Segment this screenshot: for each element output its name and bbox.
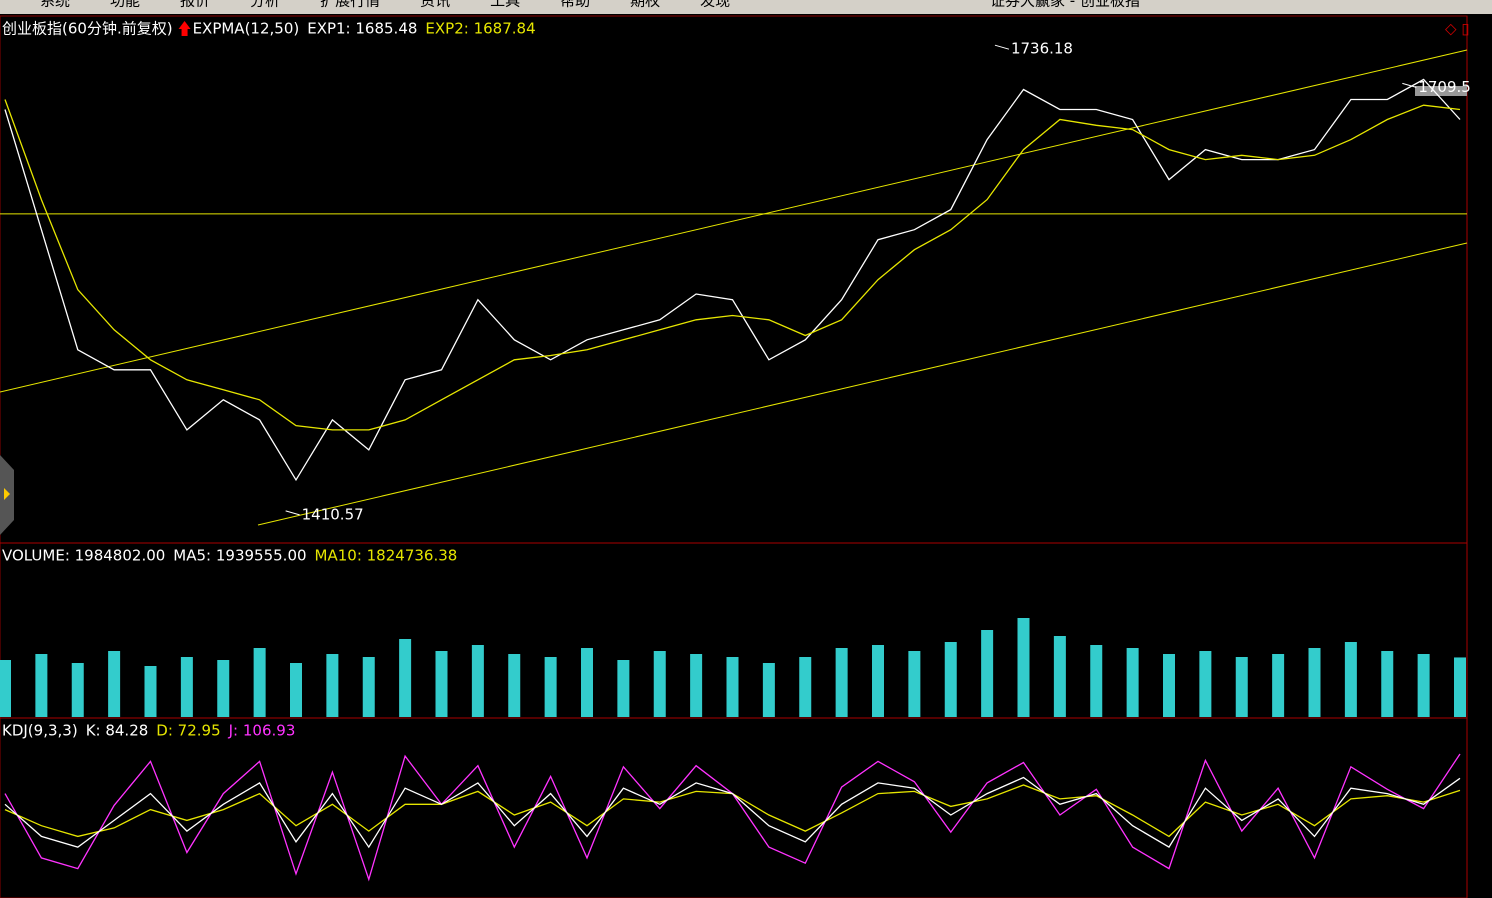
volume-bar: [362, 657, 375, 717]
volume-bar: [326, 654, 339, 717]
price-annotation: 1709.5: [1418, 78, 1471, 96]
menu-item[interactable]: 发现: [700, 0, 730, 10]
volume-bar: [544, 657, 557, 717]
volume-bar: [144, 666, 157, 717]
price-tag: [1415, 86, 1467, 96]
volume-bar: [1417, 654, 1430, 717]
price-annotation: 1410.57: [302, 505, 364, 523]
menu-item[interactable]: 期权: [630, 0, 660, 10]
menu-item[interactable]: 功能: [110, 0, 140, 10]
volume-bar: [71, 663, 84, 717]
indicator-line: [4, 776, 1461, 849]
arrow-icon: [178, 21, 191, 36]
volume-bar: [290, 663, 302, 717]
volume-bar: [1308, 648, 1321, 717]
volume-bar: [835, 648, 848, 717]
volume-bar: [180, 657, 193, 717]
volume-bar: [108, 651, 121, 717]
volume-bar: [908, 651, 921, 717]
window-icon[interactable]: ◇ ▯: [1445, 20, 1470, 38]
volume-bar: [508, 654, 521, 717]
indicator-readout: EXP2: 1687.84: [425, 20, 535, 38]
volume-bar: [253, 648, 266, 717]
legend-entry: J: 106.93: [228, 722, 296, 740]
legend-entry: D: 72.95: [156, 722, 220, 740]
trend-line: [0, 49, 1468, 393]
volume-bar: [1381, 651, 1394, 717]
volume-bar: [435, 651, 448, 717]
menu-item[interactable]: 资讯: [420, 0, 450, 10]
indicator-line: [4, 78, 1461, 482]
volume-bar: [617, 660, 630, 717]
volume-bar: [1163, 654, 1175, 717]
volume-bar: [1090, 645, 1103, 717]
volume-readout: MA10: 1824736.38: [315, 547, 458, 565]
volume-bar: [1053, 636, 1066, 717]
menu-item[interactable]: 扩展行情: [320, 0, 380, 10]
volume-bar: [872, 645, 884, 717]
legend-entry: K: 84.28: [86, 722, 149, 740]
volume-bar: [1272, 654, 1285, 717]
volume-bar: [726, 657, 739, 717]
volume-bar: [1454, 657, 1466, 717]
volume-bar: [944, 642, 957, 717]
indicator-readout: EXP1: 1685.48: [307, 20, 417, 38]
chart-frame: [0, 15, 1468, 898]
volume-bar: [981, 630, 994, 717]
menu-bar: [0, 0, 1492, 14]
volume-bar: [35, 654, 48, 717]
volume-bar: [690, 654, 703, 717]
chart-title: 创业板指(60分钟.前复权): [2, 20, 173, 38]
volume-bar: [217, 660, 230, 717]
volume-bar: [1344, 642, 1357, 717]
volume-bar: [581, 648, 593, 717]
volume-title: VOLUME: 1984802.00: [2, 547, 165, 565]
volume-bar: [1235, 657, 1248, 717]
menu-item[interactable]: 工具: [490, 0, 520, 10]
indicator-name: EXPMA(12,50): [193, 20, 300, 38]
menu-item[interactable]: 报价: [180, 0, 210, 10]
indicator-line: [4, 99, 1461, 431]
annotation-pointer: [285, 510, 300, 516]
volume-bar: [1199, 651, 1212, 717]
volume-bar: [1017, 618, 1030, 717]
annotation-pointer: [1402, 82, 1417, 88]
menu-item[interactable]: 系统: [40, 0, 70, 10]
side-toggle-arrow: [4, 488, 10, 500]
volume-bar: [399, 639, 412, 717]
volume-readout: MA5: 1939555.00: [173, 547, 306, 565]
menu-item[interactable]: 分析: [250, 0, 280, 10]
window-title: 证券大赢家 - 创业板指: [990, 0, 1140, 10]
price-annotation: 1736.18: [1011, 40, 1073, 58]
kdj-title: KDJ(9,3,3): [2, 722, 78, 740]
volume-bar: [799, 657, 812, 717]
annotation-pointer: [994, 44, 1010, 50]
volume-bar: [0, 660, 11, 717]
trend-line: [257, 242, 1468, 526]
menu-item[interactable]: 帮助: [560, 0, 590, 10]
volume-bar: [1126, 648, 1139, 717]
volume-bar: [471, 645, 484, 717]
volume-bar: [653, 651, 666, 717]
volume-bar: [762, 663, 775, 717]
